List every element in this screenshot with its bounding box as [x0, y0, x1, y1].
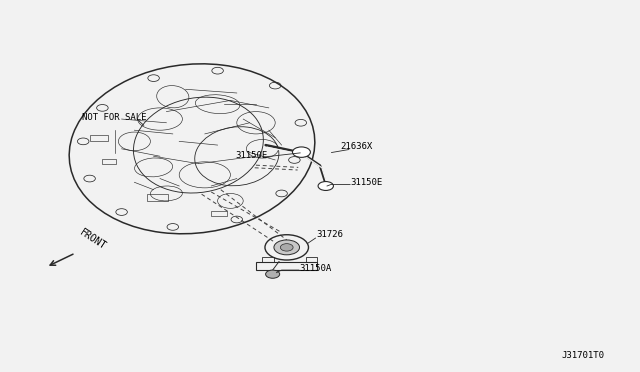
- Text: NOT FOR SALE: NOT FOR SALE: [82, 113, 147, 122]
- Ellipse shape: [274, 240, 300, 255]
- Bar: [102, 159, 116, 164]
- Bar: [147, 194, 168, 201]
- Text: 31150E: 31150E: [235, 151, 267, 160]
- Circle shape: [318, 182, 333, 190]
- Text: 31150A: 31150A: [300, 264, 332, 273]
- Bar: [211, 211, 227, 216]
- Text: 31726: 31726: [316, 230, 343, 239]
- Ellipse shape: [280, 244, 293, 251]
- Bar: [90, 135, 108, 141]
- Bar: [256, 262, 317, 270]
- Text: J31701T0: J31701T0: [562, 351, 605, 360]
- Circle shape: [292, 147, 310, 157]
- Text: 31150E: 31150E: [351, 178, 383, 187]
- Bar: [262, 257, 274, 262]
- Text: 21636X: 21636X: [340, 142, 372, 151]
- Text: FRONT: FRONT: [78, 228, 108, 252]
- Circle shape: [266, 270, 280, 278]
- Bar: [306, 257, 317, 262]
